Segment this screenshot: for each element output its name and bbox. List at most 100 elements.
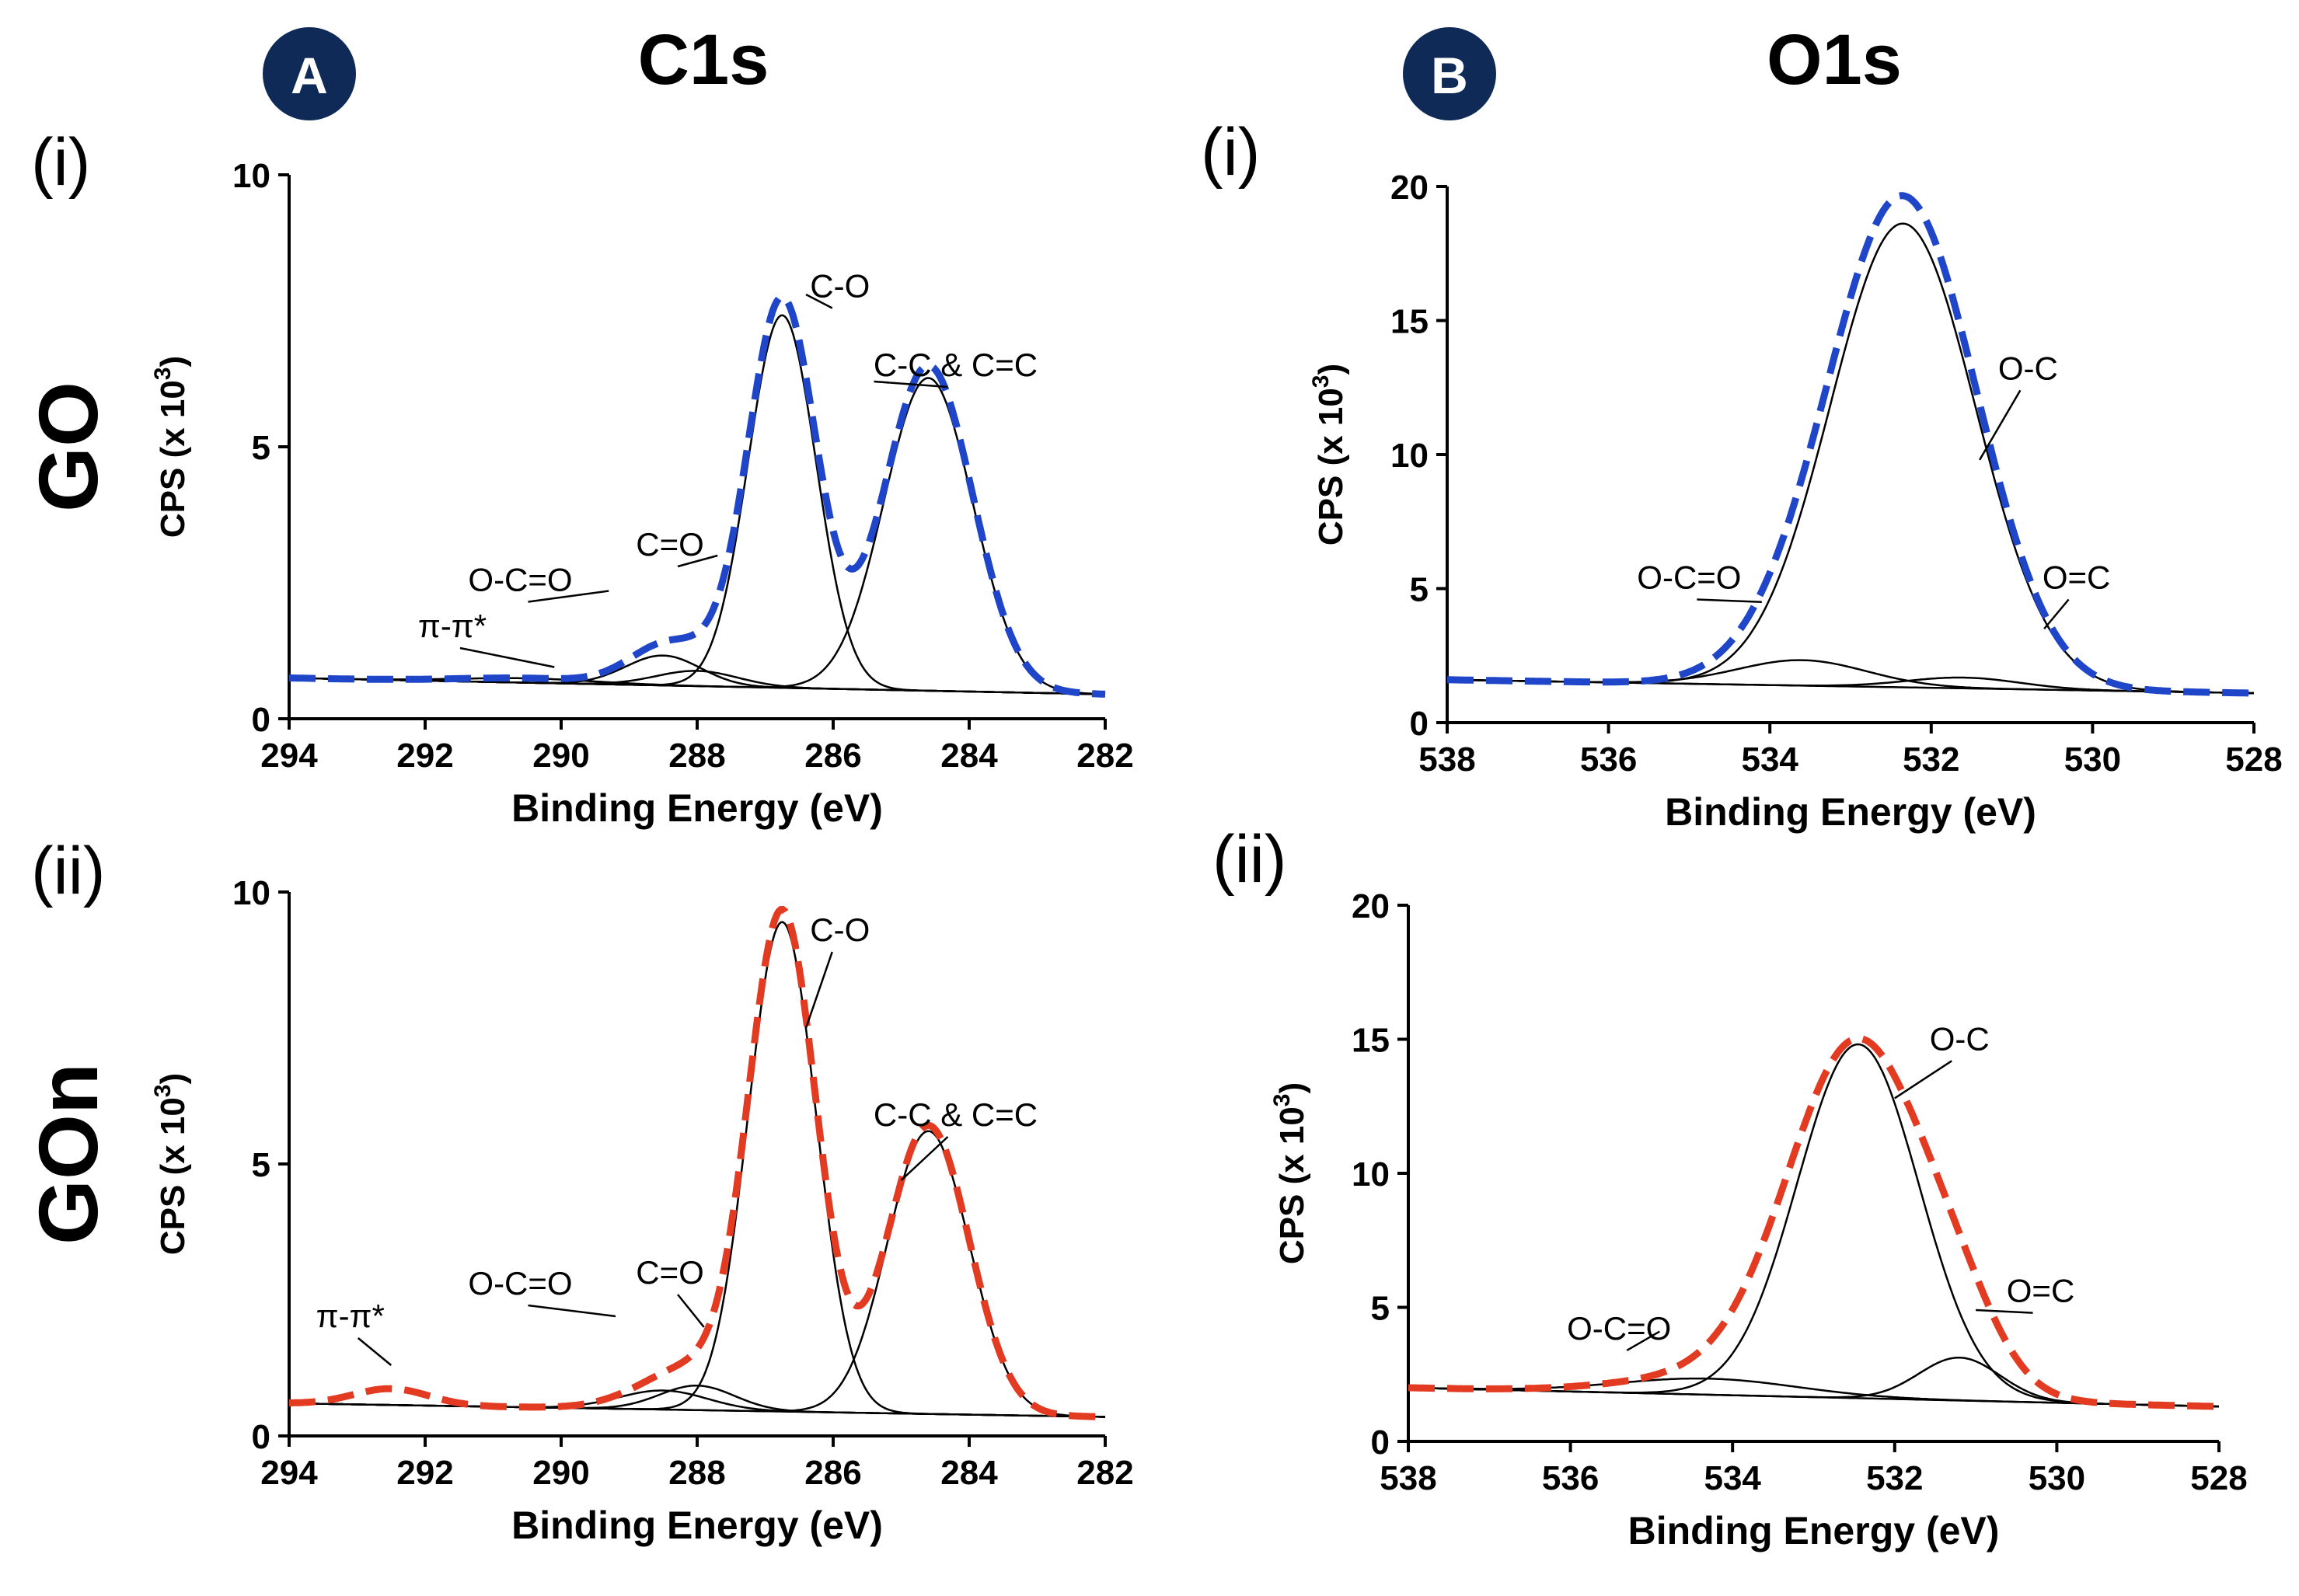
leader-o-c [2043, 598, 2070, 630]
x-tick-label: 294 [260, 1454, 318, 1492]
envelope-fit [1408, 1034, 2219, 1410]
x-tick-label: 292 [396, 737, 453, 775]
annotation-c-o: C=O [636, 526, 704, 563]
leader-o-c-o [1697, 598, 1762, 603]
x-tick-label: 292 [396, 1454, 453, 1492]
panel-label-a-i: (i) [31, 125, 90, 200]
y-tick-label: 10 [1352, 1155, 1390, 1194]
component-o-c [1408, 1356, 2219, 1408]
column-a-header: A C1s [263, 20, 769, 120]
row-label-go: GO [21, 382, 115, 512]
y-axis-label-end: ) [1273, 1082, 1311, 1094]
leader-c-o [677, 1294, 705, 1328]
x-tick-label: 282 [1076, 737, 1133, 775]
x-tick-label: 528 [2190, 1459, 2247, 1497]
annotation-o-c: O=C [2043, 559, 2111, 596]
x-axis-label: Binding Energy (eV) [1628, 1509, 2000, 1552]
leader-c-c-and-c-c [900, 1136, 949, 1181]
annotation-c-c-and-c-c: C-C & C=C [874, 1096, 1038, 1133]
x-tick-label: 290 [532, 737, 589, 775]
annotation-o-c-o: O-C=O [1637, 559, 1741, 596]
c1s-title: C1s [638, 20, 769, 99]
x-tick-label: 538 [1418, 741, 1475, 779]
component-o-c-o [289, 1389, 1105, 1418]
y-axis-label: CPS (x 103) [1308, 364, 1350, 545]
x-tick-label: 534 [1741, 741, 1798, 779]
x-tick-label: 286 [804, 1454, 861, 1492]
y-tick-label: 0 [252, 1418, 270, 1456]
y-axis-label-sup: 3 [1269, 1093, 1295, 1106]
o1s-gon-plot: 0 5 10 15 20 538 536 534 532 530 528 Binding Energy… [1269, 887, 2248, 1552]
panel-label-a-ii: (ii) [31, 834, 106, 908]
y-tick-label: 5 [252, 1146, 270, 1184]
y-axis-label-sup: 3 [1308, 375, 1334, 388]
x-tick-label: 534 [1704, 1459, 1761, 1497]
x-tick-label: 536 [1542, 1459, 1599, 1497]
x-tick-label: 294 [260, 737, 318, 775]
panel-label-b-ii: (ii) [1212, 822, 1287, 897]
x-tick-label: 288 [668, 737, 725, 775]
y-tick-label: 0 [1371, 1424, 1390, 1462]
x-tick-label: 536 [1580, 741, 1637, 779]
x-tick-label: 530 [2029, 1459, 2085, 1497]
x-tick-label: 286 [804, 737, 861, 775]
x-tick-label: 528 [2225, 741, 2282, 779]
y-axis-label-sup: 3 [150, 367, 176, 380]
leader-c-o [805, 293, 833, 309]
y-tick-label: 5 [1410, 571, 1429, 609]
leader-c-c-and-c-c [874, 380, 948, 389]
badge-b-circle [1403, 27, 1496, 120]
x-tick-label: 284 [940, 1454, 998, 1492]
leader-o-c [1894, 1060, 1952, 1099]
leader-c-o [804, 951, 833, 1029]
leader-o-c [1976, 1309, 2033, 1314]
o1s-go-plot: 0 5 10 15 20 538 536 534 532 530 528 Binding Energy… [1308, 169, 2283, 834]
annotation-o-c: O-C [1998, 350, 2058, 386]
component-o-c-o [1408, 1377, 2219, 1408]
y-tick-label: 5 [1371, 1290, 1390, 1328]
leader-pi-pi [459, 646, 555, 668]
row-label-gon: GOn [21, 1063, 115, 1245]
annotation-o-c: O=C [2007, 1273, 2075, 1309]
badge-a-circle [263, 27, 356, 120]
badge-a-letter: A [291, 47, 328, 104]
envelope-fit [289, 293, 1106, 698]
x-tick-label: 282 [1076, 1454, 1133, 1492]
y-axis-label: CPS (x 103) [150, 1073, 192, 1255]
x-tick-label: 532 [1903, 741, 1959, 779]
panel-label-b-i: (i) [1201, 115, 1260, 190]
o1s-title: O1s [1767, 20, 1902, 99]
y-tick-label: 10 [232, 874, 270, 912]
y-tick-label: 10 [1390, 437, 1429, 475]
leader-o-c-o [528, 1304, 616, 1318]
y-axis-label: CPS (x 103) [1269, 1082, 1311, 1264]
x-axis-label: Binding Energy (eV) [1665, 790, 2036, 834]
annotation-o-c: O-C [1930, 1020, 1990, 1057]
component-o-c [1408, 1043, 2219, 1408]
y-axis-label-main: CPS (x 10 [1312, 388, 1350, 545]
annotation-o-c-o: O-C=O [1567, 1310, 1671, 1347]
y-tick-label: 15 [1390, 303, 1429, 341]
c1s-go-plot: 0 5 10 294 292 290 288 286 284 282 Binding Energy … [150, 157, 1134, 830]
y-tick-label: 20 [1352, 887, 1390, 925]
y-tick-label: 5 [252, 429, 270, 467]
y-axis-label: CPS (x 103) [150, 356, 192, 538]
x-axis-label: Binding Energy (eV) [511, 786, 883, 830]
y-axis-label-main: CPS (x 10 [1273, 1106, 1311, 1264]
y-tick-label: 0 [252, 701, 270, 739]
x-tick-label: 530 [2064, 741, 2121, 779]
x-tick-label: 284 [940, 737, 998, 775]
leader-o-c-o [528, 590, 609, 603]
annotation-c-o: C-O [810, 268, 870, 305]
y-axis-label-end: ) [154, 356, 192, 368]
leader-o-c [1979, 389, 2022, 461]
annotation-c-o: C=O [636, 1254, 704, 1291]
component-o-c-o [288, 654, 1106, 695]
leader-c-o [677, 554, 718, 568]
leader-o-c-o [1626, 1330, 1660, 1351]
x-tick-label: 290 [532, 1454, 589, 1492]
annotation-o-c-o: O-C=O [468, 562, 572, 598]
y-axis-label-end: ) [154, 1073, 192, 1085]
column-b-header: B O1s [1403, 20, 1902, 120]
